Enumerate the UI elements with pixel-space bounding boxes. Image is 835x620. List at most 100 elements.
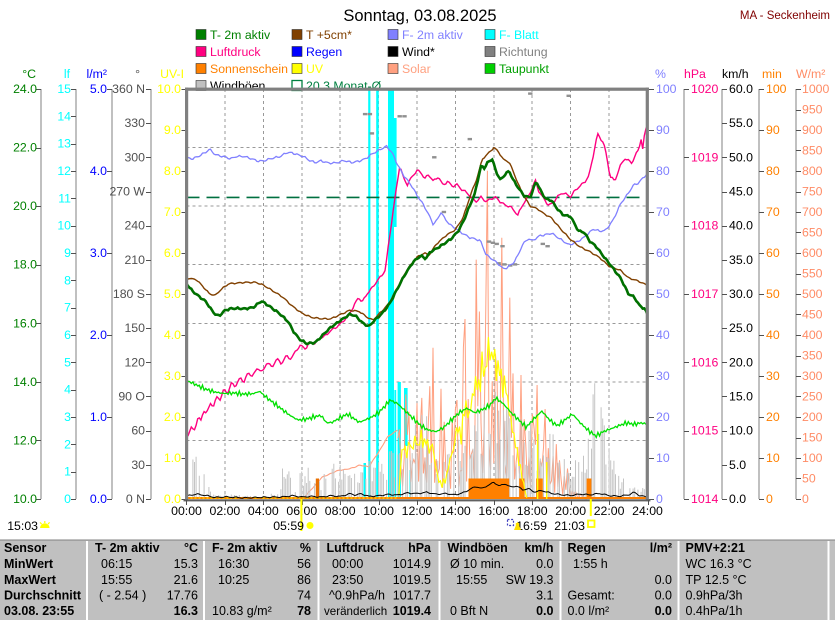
svg-text:250: 250 [802, 390, 823, 404]
svg-text:330: 330 [124, 116, 145, 130]
svg-text:270 W: 270 W [109, 185, 145, 199]
svg-text:20.0: 20.0 [13, 199, 37, 213]
svg-text:24.0: 24.0 [13, 82, 37, 96]
svg-text:0: 0 [64, 492, 71, 506]
svg-text:1019.5: 1019.5 [393, 573, 431, 587]
svg-text:350: 350 [802, 349, 823, 363]
svg-text:90 O: 90 O [118, 390, 145, 404]
svg-text:Sonnenschein: Sonnenschein [210, 62, 288, 76]
svg-text:8: 8 [64, 273, 71, 287]
svg-text:3.1: 3.1 [536, 589, 553, 603]
svg-text:T- 2m aktiv: T- 2m aktiv [95, 541, 160, 555]
svg-text:05:59: 05:59 [273, 519, 304, 533]
svg-text:240: 240 [124, 219, 145, 233]
svg-text:55.0: 55.0 [729, 116, 753, 130]
svg-text:23:50: 23:50 [332, 573, 363, 587]
svg-text:%: % [300, 541, 311, 555]
svg-text:UV: UV [306, 62, 324, 76]
svg-text:16.3: 16.3 [174, 604, 198, 618]
svg-text:50: 50 [802, 472, 816, 486]
svg-text:0.0: 0.0 [536, 604, 553, 618]
svg-text:14:00: 14:00 [440, 504, 471, 518]
svg-text:40: 40 [766, 328, 780, 342]
svg-text:06:15: 06:15 [101, 557, 132, 571]
svg-text:40.0: 40.0 [729, 219, 753, 233]
svg-text:6.0: 6.0 [164, 246, 181, 260]
svg-text:PMV+2:21: PMV+2:21 [686, 541, 745, 555]
svg-text:210: 210 [124, 253, 145, 267]
svg-text:550: 550 [802, 267, 823, 281]
svg-text:15: 15 [57, 82, 71, 96]
svg-text:60: 60 [131, 424, 145, 438]
svg-text:60.0: 60.0 [729, 82, 753, 96]
svg-text:0.0: 0.0 [536, 557, 553, 571]
svg-text:180 S: 180 S [113, 287, 145, 301]
svg-text:5.0: 5.0 [729, 458, 746, 472]
svg-text:450: 450 [802, 308, 823, 322]
svg-text:Windböen: Windböen [210, 79, 266, 93]
svg-text:min: min [762, 67, 782, 81]
svg-text:7: 7 [64, 301, 71, 315]
svg-text:1: 1 [64, 465, 71, 479]
svg-text:50: 50 [766, 287, 780, 301]
svg-text:40: 40 [656, 328, 670, 342]
svg-text:12.0: 12.0 [13, 433, 37, 447]
svg-text:Wind*: Wind* [402, 45, 435, 59]
svg-text:100: 100 [766, 82, 787, 96]
svg-text:14.0: 14.0 [13, 375, 37, 389]
svg-text:08:00: 08:00 [325, 504, 356, 518]
svg-text:17.76: 17.76 [167, 589, 198, 603]
svg-text:SW 19.3: SW 19.3 [506, 573, 554, 587]
svg-text:02:00: 02:00 [210, 504, 241, 518]
svg-text:700: 700 [802, 205, 823, 219]
svg-text:1019: 1019 [691, 150, 719, 164]
svg-text:1015: 1015 [691, 424, 719, 438]
svg-text:15:55: 15:55 [101, 573, 132, 587]
svg-text:21.6: 21.6 [174, 573, 198, 587]
svg-text:78: 78 [297, 604, 311, 618]
svg-text:150: 150 [124, 321, 145, 335]
svg-text:Regen: Regen [568, 541, 606, 555]
svg-text:0.0: 0.0 [655, 573, 672, 587]
svg-text:T- 2m aktiv: T- 2m aktiv [210, 28, 271, 42]
svg-text:850: 850 [802, 144, 823, 158]
svg-text:200: 200 [802, 410, 823, 424]
svg-text:100: 100 [656, 82, 677, 96]
svg-text:600: 600 [802, 246, 823, 260]
svg-text:9: 9 [64, 246, 71, 260]
svg-text:4.0: 4.0 [90, 164, 107, 178]
svg-text:Taupunkt: Taupunkt [499, 62, 549, 76]
svg-text:30: 30 [656, 369, 670, 383]
svg-text:74: 74 [297, 589, 311, 603]
svg-text:3.0: 3.0 [90, 246, 107, 260]
svg-text:10: 10 [656, 451, 670, 465]
svg-text:20: 20 [766, 410, 780, 424]
svg-text:l/m²: l/m² [650, 541, 672, 555]
svg-text:Durchschnitt: Durchschnitt [4, 589, 82, 603]
svg-text:Sensor: Sensor [4, 541, 47, 555]
svg-text:16.0: 16.0 [13, 316, 37, 330]
svg-text:21:03: 21:03 [554, 519, 585, 533]
svg-text:9.0: 9.0 [164, 123, 181, 137]
svg-text:12:00: 12:00 [402, 504, 433, 518]
svg-text:00:00: 00:00 [171, 504, 202, 518]
svg-text:0.4hPa/1h: 0.4hPa/1h [686, 604, 743, 618]
svg-text:10:00: 10:00 [363, 504, 394, 518]
svg-text:°C: °C [22, 67, 36, 81]
svg-text:50.0: 50.0 [729, 150, 753, 164]
svg-text:04:00: 04:00 [248, 504, 279, 518]
svg-text:3.0: 3.0 [164, 369, 181, 383]
svg-text:22.0: 22.0 [13, 141, 37, 155]
svg-text:60: 60 [766, 246, 780, 260]
svg-text:80: 80 [766, 164, 780, 178]
svg-text:60: 60 [656, 246, 670, 260]
svg-text:80: 80 [656, 164, 670, 178]
svg-text:1018: 1018 [691, 219, 719, 233]
svg-text:100: 100 [802, 451, 823, 465]
svg-text:300: 300 [802, 369, 823, 383]
svg-text:MinWert: MinWert [4, 557, 54, 571]
svg-text:16:00: 16:00 [478, 504, 509, 518]
svg-text:1:55 h: 1:55 h [573, 557, 608, 571]
svg-text:750: 750 [802, 185, 823, 199]
svg-text:hPa: hPa [684, 67, 706, 81]
